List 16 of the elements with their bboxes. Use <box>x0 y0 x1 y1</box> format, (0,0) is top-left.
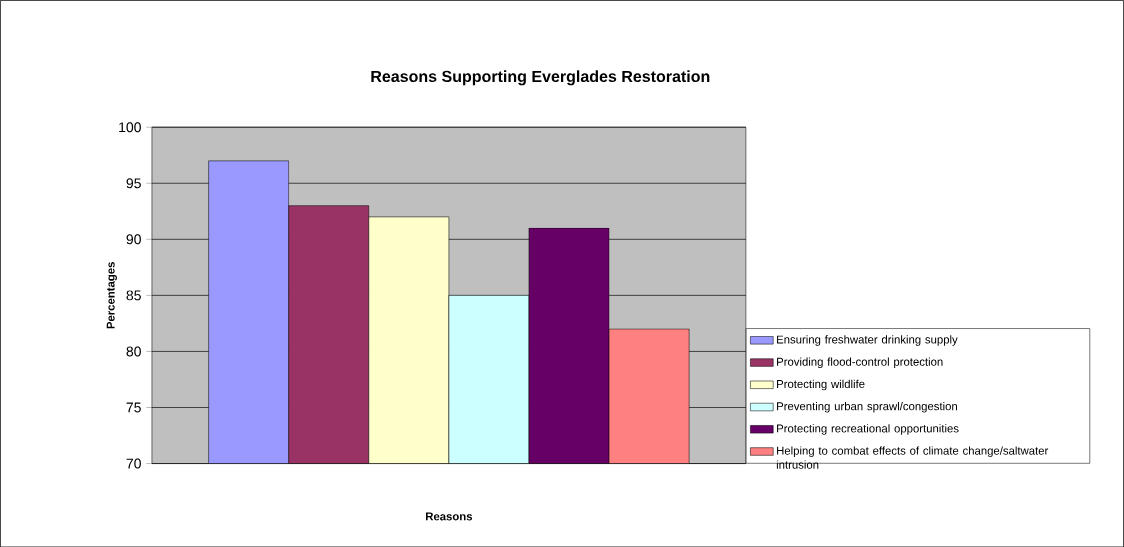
legend-label: Ensuring freshwater drinking supply <box>777 335 958 346</box>
y-tick-label: 75 <box>126 402 141 413</box>
legend-label: Protecting recreational opportunities <box>777 423 959 435</box>
legend-label: Helping to combat effects of climate change/saltwater intrusion <box>776 446 1049 469</box>
x-axis-title: Reasons <box>426 512 473 521</box>
y-tick-label: 70 <box>126 458 141 469</box>
y-tick-label: 85 <box>126 290 141 301</box>
y-axis-title: Percentages <box>106 261 117 329</box>
y-tick-label: 90 <box>126 234 141 245</box>
y-tick-label: 95 <box>126 178 141 189</box>
legend-label: Protecting wildlife <box>777 379 865 391</box>
y-tick-label: 100 <box>119 122 141 132</box>
legend-label: Providing flood-control protection <box>777 357 943 368</box>
chart-title: Reasons Supporting Everglades Restoration <box>371 70 710 86</box>
y-tick-label: 80 <box>126 346 141 357</box>
legend-label: Preventing urban sprawl/congestion <box>777 401 957 413</box>
